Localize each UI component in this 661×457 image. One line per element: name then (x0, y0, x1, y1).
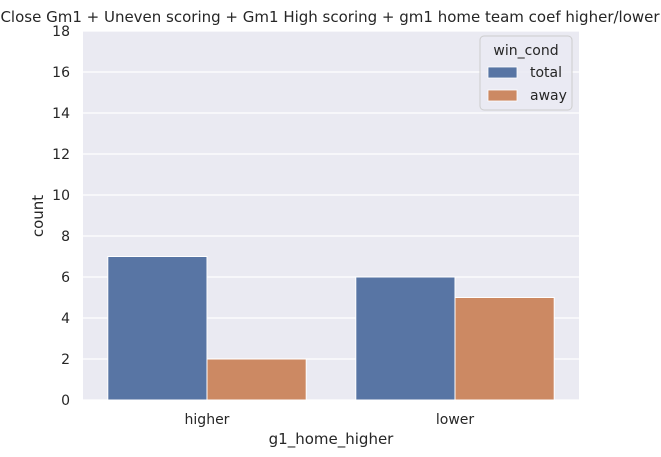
y-tick-label: 4 (61, 311, 70, 327)
bar-total-higher (107, 256, 208, 401)
bars (107, 256, 555, 401)
legend-swatch-total (487, 66, 518, 79)
y-tick-label: 6 (61, 270, 70, 286)
y-tick-label: 2 (61, 352, 70, 368)
bar-total-lower (355, 276, 456, 401)
bar-away-higher (206, 358, 307, 401)
x-tick-label: higher (185, 412, 230, 428)
legend-title: win_cond (493, 43, 558, 59)
legend-swatch-away (487, 89, 518, 102)
y-axis-ticks: 0 2 4 6 8 10 12 14 16 18 (52, 24, 70, 409)
y-tick-label: 16 (52, 65, 70, 81)
y-tick-label: 14 (52, 106, 70, 122)
y-axis-label: count (29, 195, 47, 237)
y-tick-label: 8 (61, 229, 70, 245)
y-tick-label: 18 (52, 24, 70, 40)
x-axis-ticks: higher lower (185, 412, 475, 428)
legend-label-total: total (530, 65, 562, 81)
x-tick-label: lower (436, 412, 475, 428)
chart-title: Close Gm1 + Uneven scoring + Gm1 High sc… (0, 8, 660, 26)
bar-away-lower (454, 297, 555, 401)
legend-label-away: away (530, 88, 567, 104)
y-tick-label: 0 (61, 393, 70, 409)
y-tick-label: 12 (52, 147, 70, 163)
x-axis-label: g1_home_higher (269, 430, 395, 449)
y-tick-label: 10 (52, 188, 70, 204)
